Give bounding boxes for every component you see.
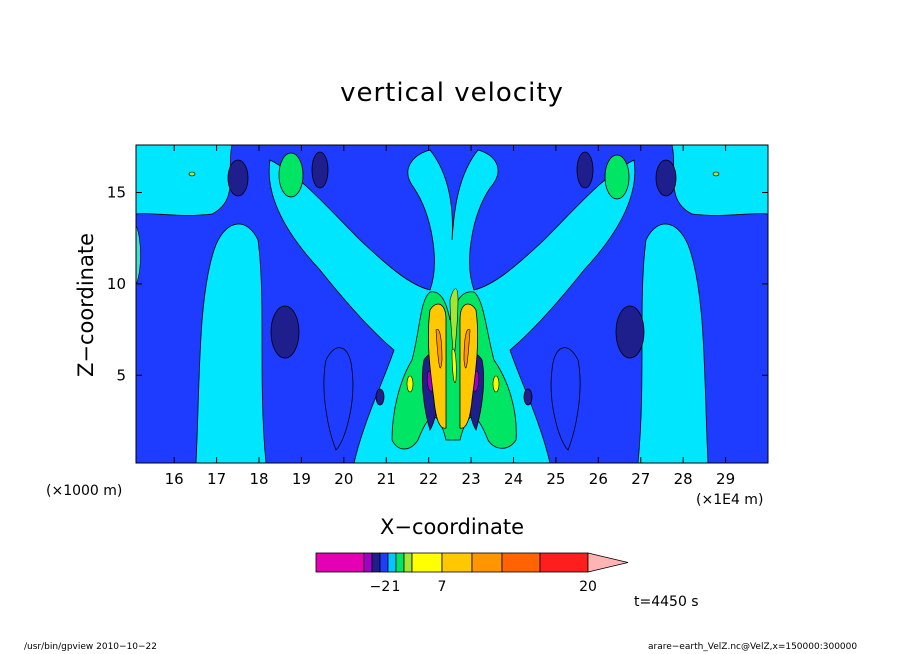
contour-region (449, 288, 459, 361)
x-tick-label: 21 (377, 470, 396, 488)
colorbar-segment (539, 552, 589, 573)
colorbar-label: −2 (370, 579, 391, 595)
footer-program: /usr/bin/gpview 2010−10−22 (24, 642, 158, 652)
x-tick-label: 25 (546, 470, 565, 488)
colorbar-segment (411, 552, 443, 573)
x-tick-label: 22 (419, 470, 438, 488)
colorbar-segment (379, 552, 389, 573)
x-scale-label: (×1E4 m) (696, 492, 764, 508)
contour-region (406, 375, 414, 393)
y-tick-label: 15 (107, 184, 126, 202)
footer-source: arare−earth_VelZ.nc@VelZ,x=150000:300000 (648, 642, 858, 652)
colorbar-segment (363, 552, 373, 573)
colorbar-segment (471, 552, 503, 573)
colorbar-arrow (587, 552, 629, 573)
contour-region (195, 223, 267, 463)
contour-region (435, 329, 443, 369)
y-tick-label: 10 (107, 275, 126, 293)
x-tick-label: 19 (292, 470, 311, 488)
x-tick-label: 23 (462, 470, 481, 488)
contour-region (323, 347, 354, 451)
contour-region (427, 303, 447, 429)
x-tick-label: 17 (207, 470, 226, 488)
colorbar-segment (441, 552, 473, 573)
colorbar-label: 7 (438, 579, 447, 595)
x-tick-label: 28 (674, 470, 693, 488)
contour-region (270, 305, 300, 359)
colorbar-segment (501, 552, 541, 573)
contour-region (188, 171, 196, 177)
contour-region (637, 223, 709, 463)
contour-region (463, 329, 471, 369)
time-label: t=4450 s (634, 594, 699, 610)
contour-region (375, 388, 385, 406)
x-tick-label: 29 (716, 470, 735, 488)
colorbar-segment (371, 552, 381, 573)
contour-region (451, 348, 457, 383)
x-tick-label: 16 (165, 470, 184, 488)
contour-region (550, 347, 581, 451)
x-axis-label: X−coordinate (380, 515, 524, 539)
contour-region (227, 159, 249, 197)
x-tick-label: 27 (631, 470, 650, 488)
contour-region (576, 151, 594, 189)
contour-region (459, 303, 479, 429)
colorbar-label: 1 (392, 579, 401, 595)
contour-region (712, 171, 720, 177)
contour-region (492, 375, 500, 393)
colorbar-segment (315, 552, 365, 573)
contour-region (278, 152, 304, 198)
contour-region (671, 145, 768, 216)
x-tick-label: 18 (249, 470, 268, 488)
contour-region (523, 388, 533, 406)
contour-region (655, 159, 677, 197)
contour-region (615, 305, 645, 359)
x-tick-label: 20 (334, 470, 353, 488)
x-tick-label: 24 (504, 470, 523, 488)
contour-region (604, 154, 630, 200)
x-tick-label: 26 (589, 470, 608, 488)
plot-area (136, 145, 768, 463)
x-unit-label: (×1000 m) (46, 483, 123, 499)
colorbar-label: 20 (579, 579, 597, 595)
colorbar-segment (387, 552, 397, 573)
colorbar: −2 1 7 20 (315, 552, 629, 595)
colorbar-segment (395, 552, 405, 573)
plot-frame (135, 144, 769, 464)
contour-region (311, 151, 329, 189)
y-tick-label: 5 (116, 366, 126, 384)
colorbar-segment (403, 552, 413, 573)
contour-region (136, 145, 233, 216)
chart-title: vertical velocity (340, 78, 564, 108)
